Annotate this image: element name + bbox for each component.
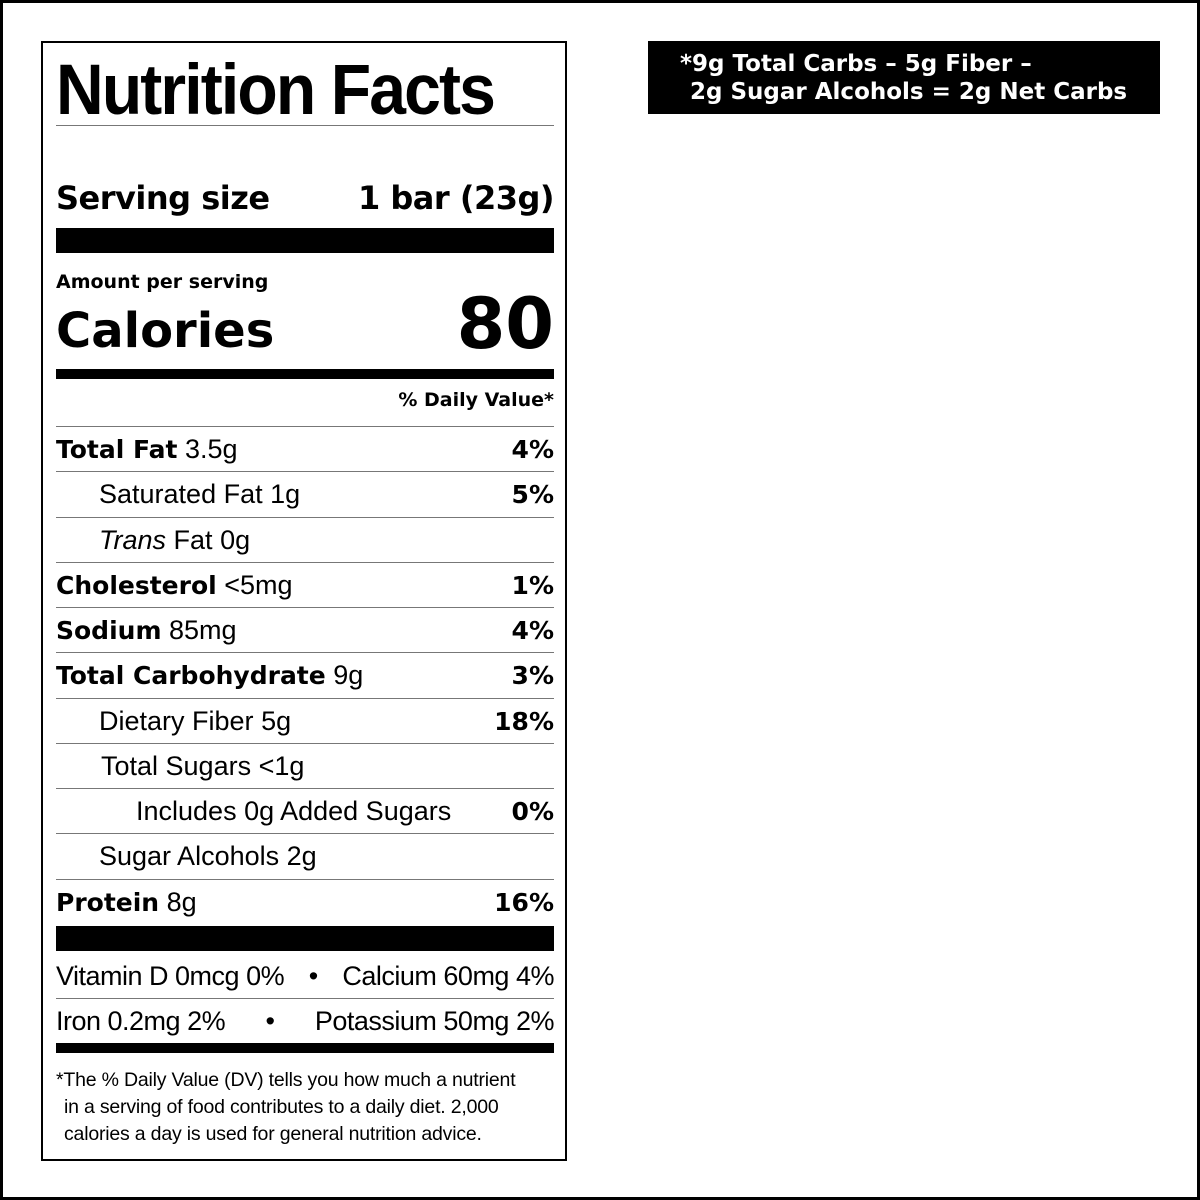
divider: [56, 125, 554, 126]
thick-divider: [56, 926, 554, 951]
serving-size-value: 1 bar (23g): [357, 179, 555, 217]
nutrient-row-cholesterol: Cholesterol <5mg 1%: [56, 562, 554, 607]
nutrient-row-sugar-alcohols: Sugar Alcohols 2g: [56, 833, 554, 878]
nutrient-row-total-fat: Total Fat 3.5g 4%: [56, 426, 554, 471]
thick-divider: [56, 228, 554, 253]
calories-label: Calories: [56, 303, 275, 359]
medium-divider: [56, 369, 554, 379]
vitamin-row-2: Iron 0.2mg 2% • Potassium 50mg 2%: [56, 1006, 554, 1036]
amount-per-serving: Amount per serving: [56, 271, 269, 293]
daily-value-header: % Daily Value*: [398, 389, 554, 411]
divider: [56, 998, 554, 999]
net-carbs-note: *9g Total Carbs – 5g Fiber – 2g Sugar Al…: [648, 41, 1160, 114]
nutrient-row-total-carbohydrate: Total Carbohydrate 9g 3%: [56, 652, 554, 697]
nutrient-row-sodium: Sodium 85mg 4%: [56, 607, 554, 652]
nutrient-row-total-sugars: Total Sugars <1g: [56, 743, 554, 788]
calories-value: 80: [456, 283, 554, 365]
medium-divider: [56, 1043, 554, 1053]
serving-size-row: Serving size 1 bar (23g): [56, 173, 555, 223]
nutrient-row-protein: Protein 8g 16%: [56, 879, 554, 924]
nutrient-row-added-sugars: Includes 0g Added Sugars 0%: [56, 788, 554, 833]
vitamin-row-1: Vitamin D 0mcg 0% • Calcium 60mg 4%: [56, 961, 554, 991]
nutrient-row-saturated-fat: Saturated Fat 1g 5%: [56, 471, 554, 516]
calories-row: Calories 80: [56, 287, 554, 359]
nutrition-facts-label: Nutrition Facts Serving size 1 bar (23g)…: [41, 41, 567, 1161]
serving-size-label: Serving size: [56, 179, 270, 217]
nutrient-row-dietary-fiber: Dietary Fiber 5g 18%: [56, 698, 554, 743]
nutrient-row-trans-fat: Trans Fat 0g: [56, 517, 554, 562]
footnote: *The % Daily Value (DV) tells you how mu…: [56, 1069, 516, 1145]
label-title: Nutrition Facts: [56, 51, 496, 130]
